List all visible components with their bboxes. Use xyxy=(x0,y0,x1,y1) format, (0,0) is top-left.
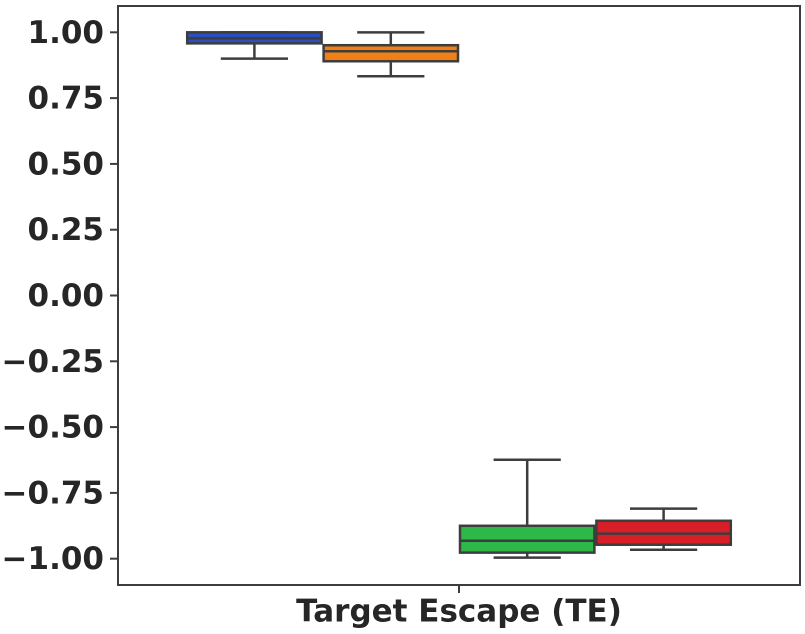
y-tick-label: 1.00 xyxy=(28,15,105,51)
y-tick-label: −0.50 xyxy=(2,410,104,446)
y-tick-label: −0.75 xyxy=(2,475,104,511)
box xyxy=(458,524,596,554)
plot-frame xyxy=(117,5,801,586)
y-tick-label: 0.25 xyxy=(28,212,105,248)
y-tick-label: −1.00 xyxy=(2,541,104,577)
box xyxy=(322,43,460,63)
y-tick-label: 0.00 xyxy=(28,278,105,314)
x-tick-label: Target Escape (TE) xyxy=(296,594,622,630)
y-tick-label: −0.25 xyxy=(2,344,104,380)
y-tick-label: 0.50 xyxy=(28,146,105,182)
y-tick-label: 0.75 xyxy=(28,81,105,117)
